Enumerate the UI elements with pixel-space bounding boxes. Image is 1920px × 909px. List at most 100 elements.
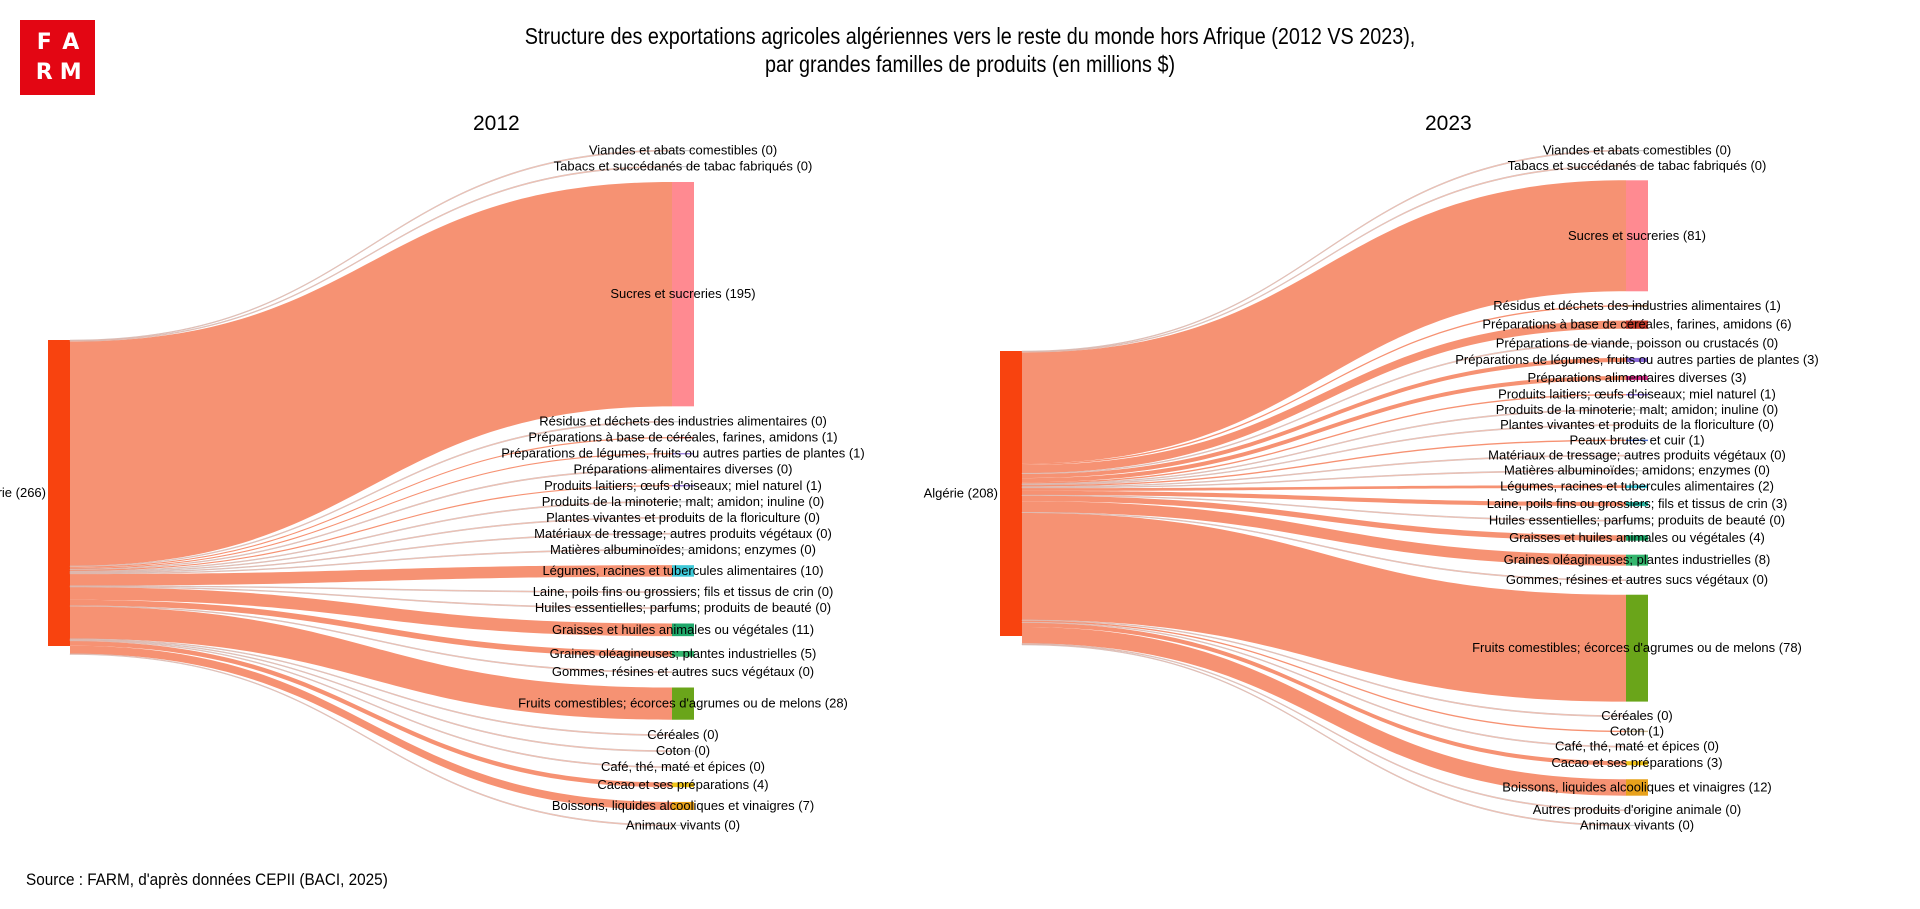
target-node-preparations-de-viande-poisson-ou-crusta — [1626, 342, 1648, 344]
target-node-viandes-et-abats-comestibles-0 — [672, 150, 694, 152]
target-node-label: Préparations alimentaires diverses (3) — [1528, 370, 1747, 385]
target-node-label: Peaux brutes et cuir (1) — [1569, 432, 1704, 447]
target-node-sucres-et-sucreries-81 — [1626, 180, 1648, 292]
target-node-label: Graines oléagineuses; plantes industriel… — [550, 646, 817, 661]
target-node-label: Produits de la minoterie; malt; amidon; … — [542, 494, 825, 509]
target-node-plantes-vivantes-et-produits-de-la-flori — [672, 517, 694, 519]
sankey-link-graisses-et-huiles-animales-ou-vegetales — [1022, 495, 1626, 541]
sankey-link-huiles-essentielles-parfums-produits-de- — [69, 586, 673, 609]
sankey-link-cacao-et-ses-preparations-4 — [70, 641, 672, 788]
target-node-label: Produits laitiers; œufs d'oiseaux; miel … — [1498, 387, 1776, 402]
sankey-link-produits-laitiers-ufs-d-oiseaux-miel-nat — [70, 485, 672, 571]
target-node-materiaux-de-tressage-autres-produits-ve — [1626, 454, 1648, 457]
logo-letter: R — [35, 59, 53, 85]
target-node-graisses-et-huiles-animales-ou-vegetales — [1626, 535, 1648, 541]
sankey-link-materiaux-de-tressage-autres-produits-ve — [69, 532, 673, 574]
target-node-label: Graines oléagineuses; plantes industriel… — [1504, 552, 1771, 567]
target-node-label: Produits laitiers; œufs d'oiseaux; miel … — [544, 478, 822, 493]
sankey-link-huiles-essentielles-parfums-produits-de- — [1021, 494, 1627, 522]
sankey-link-preparations-alimentaires-diverses-0 — [69, 468, 673, 571]
target-node-label: Huiles essentielles; parfums; produits d… — [535, 600, 831, 615]
source-note: Source : FARM, d'après données CEPII (BA… — [26, 870, 388, 889]
target-node-label: Légumes, racines et tubercules alimentai… — [1500, 479, 1774, 494]
source-node-label: Algérie (266) — [0, 485, 46, 500]
target-node-plantes-vivantes-et-produits-de-la-flori — [1626, 424, 1648, 426]
target-node-produits-laitiers-ufs-d-oiseaux-miel-nat — [1626, 394, 1648, 396]
target-node-huiles-essentielles-parfums-produits-de- — [1626, 520, 1648, 522]
sankey-link-produits-laitiers-ufs-d-oiseaux-miel-nat — [1022, 394, 1626, 484]
target-node-cereales-0 — [1626, 715, 1648, 717]
target-node-cacao-et-ses-preparations-3 — [1626, 761, 1648, 766]
target-node-preparations-alimentaires-diverses-0 — [672, 469, 694, 471]
target-node-materiaux-de-tressage-autres-produits-ve — [672, 533, 694, 535]
sankey-link-plantes-vivantes-et-produits-de-la-flori — [1021, 424, 1627, 486]
target-node-label: Laine, poils fins ou grossiers; fils et … — [533, 584, 834, 599]
sankey-link-gommes-resines-et-autres-sucs-vegetaux-0 — [69, 605, 673, 673]
target-node-label: Matières albuminoïdes; amidons; enzymes … — [1504, 463, 1770, 478]
target-node-preparations-de-legumes-fruits-ou-autres — [672, 453, 694, 455]
target-node-tabacs-et-succedanes-de-tabac-fabriques- — [1626, 165, 1648, 167]
sankey-link-laine-poils-fins-ou-grossiers-fils-et-ti — [1022, 490, 1626, 507]
sankey-link-graisses-et-huiles-animales-ou-vegetales — [70, 587, 672, 637]
target-node-coton-0 — [672, 750, 694, 752]
sankey-link-preparations-de-legumes-fruits-ou-autres — [70, 453, 672, 570]
sankey-link-boissons-liquides-alcooliques-et-vinaigr — [1022, 626, 1626, 796]
sankey-link-materiaux-de-tressage-autres-produits-ve — [1021, 454, 1627, 488]
target-node-label: Boissons, liquides alcooliques et vinaig… — [552, 798, 814, 813]
target-node-label: Préparations de viande, poisson ou crust… — [1496, 335, 1779, 350]
sankey-panel-2023: Algérie (208) Viandes et abats comestible… — [924, 143, 1819, 833]
target-node-label: Légumes, racines et tubercules alimentai… — [542, 563, 823, 578]
sankey-link-graines-oleagineuses-plantes-industriell — [70, 599, 672, 657]
sankey-link-autres-produits-d-origine-animale-0 — [1021, 643, 1627, 812]
target-node-cafe-the-mate-et-epices-0 — [672, 766, 694, 768]
target-node-label: Matériaux de tressage; autres produits v… — [1488, 448, 1786, 463]
sankey-link-legumes-racines-et-tubercules-alimentair — [1022, 485, 1626, 491]
target-node-label: Céréales (0) — [647, 727, 719, 742]
target-node-label: Animaux vivants (0) — [1580, 817, 1694, 832]
target-node-cafe-the-mate-et-epices-0 — [1626, 746, 1648, 748]
target-node-label: Café, thé, maté et épices (0) — [1555, 739, 1719, 754]
target-node-label: Matériaux de tressage; autres produits v… — [534, 526, 832, 541]
sankey-link-residus-et-dechets-des-industries-alimen — [1022, 305, 1626, 465]
target-node-label: Sucres et sucreries (81) — [1568, 228, 1706, 243]
target-node-preparations-de-legumes-fruits-ou-autres — [1626, 357, 1648, 363]
sankey-link-legumes-racines-et-tubercules-alimentair — [70, 565, 672, 586]
target-node-label: Céréales (0) — [1601, 708, 1673, 723]
sankey-link-peaux-brutes-et-cuir-1 — [1022, 439, 1626, 487]
target-node-label: Sucres et sucreries (195) — [610, 286, 755, 301]
target-node-graines-oleagineuses-plantes-industriell — [1626, 554, 1648, 566]
sankey-panel-2012: Algérie (266) Viandes et abats comestible… — [0, 143, 865, 833]
target-node-label: Préparations alimentaires diverses (0) — [574, 462, 793, 477]
target-node-label: Préparations de légumes, fruits ou autre… — [1455, 352, 1818, 367]
target-node-label: Viandes et abats comestibles (0) — [1543, 143, 1731, 158]
target-node-label: Cacao et ses préparations (4) — [597, 777, 768, 792]
target-node-label: Animaux vivants (0) — [626, 817, 740, 832]
farm-logo: F A R M — [20, 20, 95, 95]
chart-title-line-1: Structure des exportations agricoles alg… — [524, 23, 1416, 49]
sankey-link-coton-0 — [69, 639, 673, 752]
target-node-label: Résidus et déchets des industries alimen… — [1493, 298, 1781, 313]
sankey-link-coton-1 — [1022, 620, 1626, 733]
sankey-link-boissons-liquides-alcooliques-et-vinaigr — [70, 645, 672, 810]
target-node-label: Tabacs et succédanés de tabac fabriqués … — [1508, 158, 1767, 173]
target-node-label: Huiles essentielles; parfums; produits d… — [1489, 513, 1785, 528]
sankey-link-preparations-de-legumes-fruits-ou-autres — [1022, 357, 1626, 479]
chart-title-line-2: par grandes familles de produits (en mil… — [764, 51, 1176, 77]
sankey-link-cacao-et-ses-preparations-3 — [1022, 622, 1626, 766]
target-node-matieres-albuminoides-amidons-enzymes-0 — [1626, 470, 1648, 472]
target-node-label: Tabacs et succédanés de tabac fabriqués … — [554, 159, 813, 174]
source-node — [48, 340, 70, 646]
target-node-label: Coton (1) — [1610, 723, 1664, 738]
target-node-tabacs-et-succedanes-de-tabac-fabriques- — [672, 166, 694, 168]
target-node-residus-et-dechets-des-industries-alimen — [1626, 305, 1648, 307]
target-node-boissons-liquides-alcooliques-et-vinaigr — [672, 801, 694, 810]
source-node-label: Algérie (208) — [924, 486, 998, 501]
target-node-cereales-0 — [672, 734, 694, 736]
target-node-label: Graisses et huiles animales ou végétales… — [552, 622, 814, 637]
target-node-label: Autres produits d'origine animale (0) — [1533, 802, 1741, 817]
target-node-produits-de-la-minoterie-malt-amidon-inu — [672, 501, 694, 503]
sankey-link-sucres-et-sucreries-195 — [70, 182, 672, 566]
target-node-legumes-racines-et-tubercules-alimentair — [672, 565, 694, 577]
target-node-graisses-et-huiles-animales-ou-vegetales — [672, 623, 694, 637]
